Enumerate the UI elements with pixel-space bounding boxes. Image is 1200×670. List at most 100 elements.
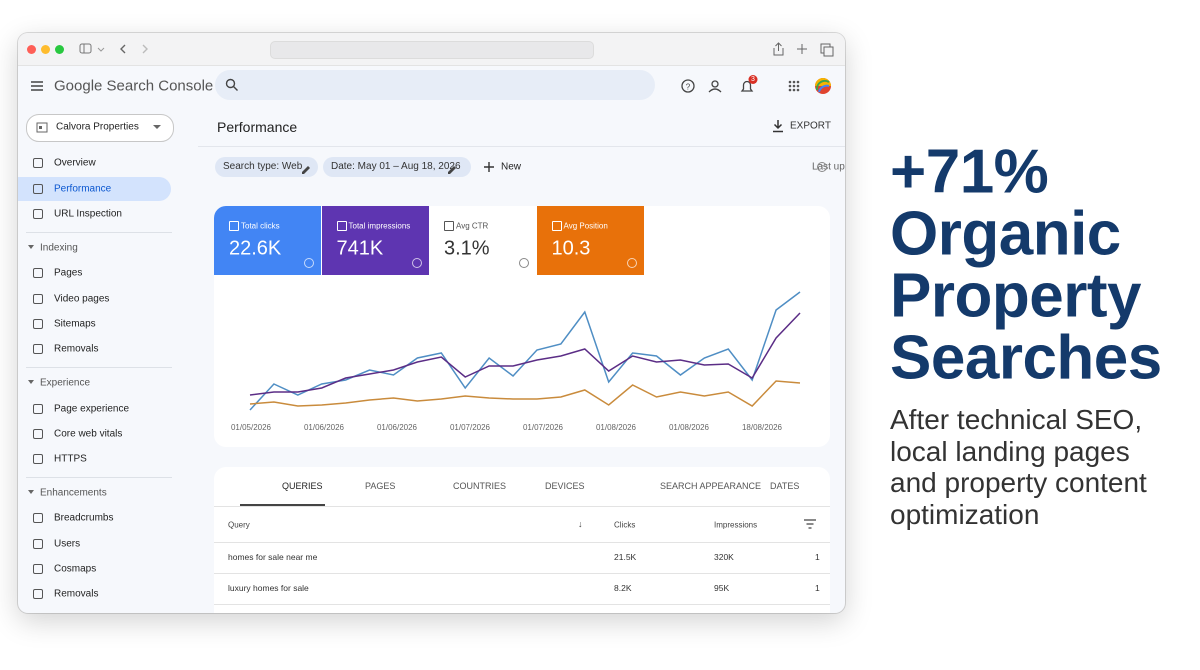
tab[interactable]: COUNTRIES <box>453 481 507 491</box>
x-axis-label: 01/07/2026 <box>450 423 491 432</box>
sidebar-divider <box>26 232 172 233</box>
section-caret <box>28 380 34 385</box>
address-bar[interactable] <box>270 41 594 59</box>
filter-chip[interactable]: Date: May 01 – Aug 18, 2026 <box>323 157 471 177</box>
table-cell: 1 <box>815 552 820 562</box>
menu-icon[interactable] <box>30 79 44 93</box>
metric-value: 10.3 <box>551 237 591 260</box>
metric-tile[interactable] <box>214 206 321 275</box>
nav-item[interactable]: Cosmaps <box>54 563 97 575</box>
nav-item[interactable]: Users <box>54 538 81 550</box>
close-button[interactable] <box>27 45 36 54</box>
nav-icon <box>33 589 43 600</box>
property-selector[interactable] <box>26 114 174 142</box>
section-title: Enhancements <box>40 487 107 499</box>
nav-icon <box>33 318 43 329</box>
property-dropdown[interactable] <box>152 123 162 131</box>
minimize-button[interactable] <box>41 45 50 54</box>
metric-label: Total clicks <box>241 221 280 231</box>
section-caret <box>28 490 34 495</box>
metric-label: Avg CTR <box>456 221 489 231</box>
tab[interactable]: PAGES <box>365 481 396 491</box>
nav-icon <box>33 158 43 168</box>
filter-text: Search type: Web <box>223 161 303 172</box>
tab[interactable]: DATES <box>770 481 800 491</box>
chart-line <box>249 312 801 396</box>
new-filter[interactable]: New <box>501 161 522 173</box>
metric-checkbox <box>336 221 347 231</box>
header-icons[interactable]: ? <box>680 77 840 97</box>
nav-item[interactable]: Page experience <box>54 403 130 414</box>
nav-item[interactable]: Pages <box>54 267 83 279</box>
nav-icon <box>33 454 43 465</box>
nav-item[interactable]: Performance <box>54 183 112 194</box>
filter-edit-icons[interactable] <box>300 162 470 174</box>
nav-item[interactable]: Breadcrumbs <box>54 512 114 524</box>
headline-subtitle: and property content <box>890 467 1147 498</box>
metric-checkbox <box>444 221 454 231</box>
x-axis-label: 18/08/2026 <box>742 423 783 432</box>
headline-title: Organic <box>890 199 1121 269</box>
export-button[interactable]: EXPORT <box>790 120 831 132</box>
chart-line <box>249 291 801 411</box>
help-icon[interactable]: ? <box>816 161 828 173</box>
tab[interactable]: DEVICES <box>545 481 585 491</box>
metric-tile[interactable] <box>321 206 429 275</box>
nav-item[interactable]: Overview <box>54 157 96 169</box>
browser-nav-icons[interactable] <box>78 41 168 57</box>
headline-subtitle: After technical SEO, <box>890 404 1143 435</box>
nav-item[interactable]: Removals <box>54 588 99 600</box>
page-title: Performance <box>217 119 298 135</box>
zoom-button[interactable] <box>55 45 64 54</box>
x-axis-label: 01/05/2026 <box>231 423 272 432</box>
property-icon <box>36 122 48 133</box>
metric-label: Avg Position <box>563 221 608 231</box>
nav-item[interactable]: Sitemaps <box>54 318 96 330</box>
app-name: Google Search Console <box>54 77 214 95</box>
performance-chart-card: Total clicks 22.6K Total impressions 741K Av… <box>214 206 830 447</box>
svg-text:?: ? <box>686 83 691 92</box>
nav-item[interactable]: Core web vitals <box>54 428 123 440</box>
nav-item[interactable]: Removals <box>54 343 99 355</box>
table-divider <box>214 573 830 574</box>
x-axis-label: 01/06/2026 <box>304 423 345 432</box>
sort-arrow: ↓ <box>578 519 583 529</box>
chart-line <box>249 380 801 407</box>
sidebar-divider <box>26 367 172 369</box>
search-bar[interactable] <box>215 70 655 100</box>
nav-item[interactable]: URL Inspection <box>54 208 122 220</box>
table-cell: 1 <box>815 583 820 593</box>
nav-item[interactable]: Video pages <box>54 293 110 305</box>
headline-subtitle: optimization <box>890 498 1040 530</box>
x-axis-label: 01/08/2026 <box>669 423 710 432</box>
metric-help <box>519 258 529 268</box>
add-icon[interactable] <box>483 161 495 173</box>
metric-tile[interactable] <box>429 206 536 275</box>
tab-underline <box>240 504 325 506</box>
headline-title: +71% <box>890 137 1049 207</box>
browser-action-icons[interactable] <box>770 41 836 57</box>
metric-checkbox <box>229 221 239 231</box>
metric-value: 741K <box>336 237 384 260</box>
x-axis-label: 01/08/2026 <box>596 423 637 432</box>
table-cell: 21.5K <box>614 552 637 562</box>
table-cell: homes for sale near me <box>228 552 318 562</box>
tab[interactable]: QUERIES <box>282 481 323 491</box>
nav-item[interactable]: HTTPS <box>54 453 87 465</box>
tab[interactable]: SEARCH APPEARANCE <box>660 481 762 491</box>
header-divider <box>198 146 845 147</box>
nav-icon <box>33 293 43 304</box>
table-divider <box>214 506 830 507</box>
filter-icon[interactable] <box>804 519 816 529</box>
metric-help <box>626 258 637 268</box>
table-cell: 320K <box>714 552 734 562</box>
table-cell: 8.2K <box>614 583 632 593</box>
metric-tile[interactable] <box>536 206 644 275</box>
nav-icon <box>33 513 43 524</box>
column-header: Impressions <box>714 520 758 530</box>
nav-icon <box>33 538 43 549</box>
filter-chip[interactable]: Search type: Web <box>215 157 318 177</box>
metric-checkbox <box>551 221 562 231</box>
export-icon[interactable] <box>772 119 784 133</box>
